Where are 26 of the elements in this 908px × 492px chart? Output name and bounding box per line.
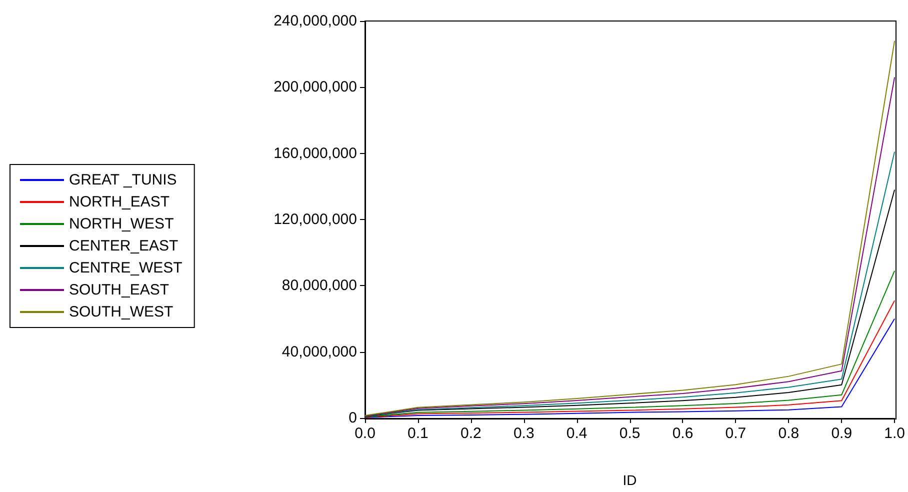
legend-label: GREAT _TUNIS: [69, 172, 177, 188]
y-tick-label: 0: [348, 410, 357, 426]
legend-label: NORTH_WEST: [69, 216, 174, 232]
x-axis-title: ID: [622, 472, 637, 488]
x-tick-label: 0.8: [778, 425, 800, 442]
legend-label: SOUTH_EAST: [69, 282, 170, 298]
legend-label: SOUTH_WEST: [69, 304, 174, 320]
y-tick-label: 200,000,000: [274, 78, 357, 96]
x-tick-label: 0.3: [513, 425, 534, 442]
x-tick-label: 0.7: [725, 425, 746, 442]
x-tick-label: 0.6: [672, 425, 694, 442]
legend-label: NORTH_EAST: [69, 194, 170, 210]
y-tick-label: 80,000,000: [282, 277, 357, 294]
x-tick-label: 0.1: [408, 425, 428, 442]
y-tick-label: 40,000,000: [282, 343, 357, 360]
x-tick-label: 1.0: [884, 425, 906, 442]
y-tick-label: 160,000,000: [274, 144, 357, 162]
x-tick-label: 0.9: [831, 425, 852, 442]
legend-label: CENTER_EAST: [69, 238, 178, 254]
x-tick-label: 0.0: [354, 425, 376, 442]
x-tick-label: 0.4: [566, 425, 588, 442]
y-tick-label: 240,000,000: [274, 12, 357, 30]
x-tick-label: 0.5: [619, 425, 640, 442]
y-tick-label: 120,000,000: [274, 211, 357, 228]
legend-label: CENTRE_WEST: [69, 260, 182, 276]
x-tick-label: 0.2: [460, 425, 482, 442]
